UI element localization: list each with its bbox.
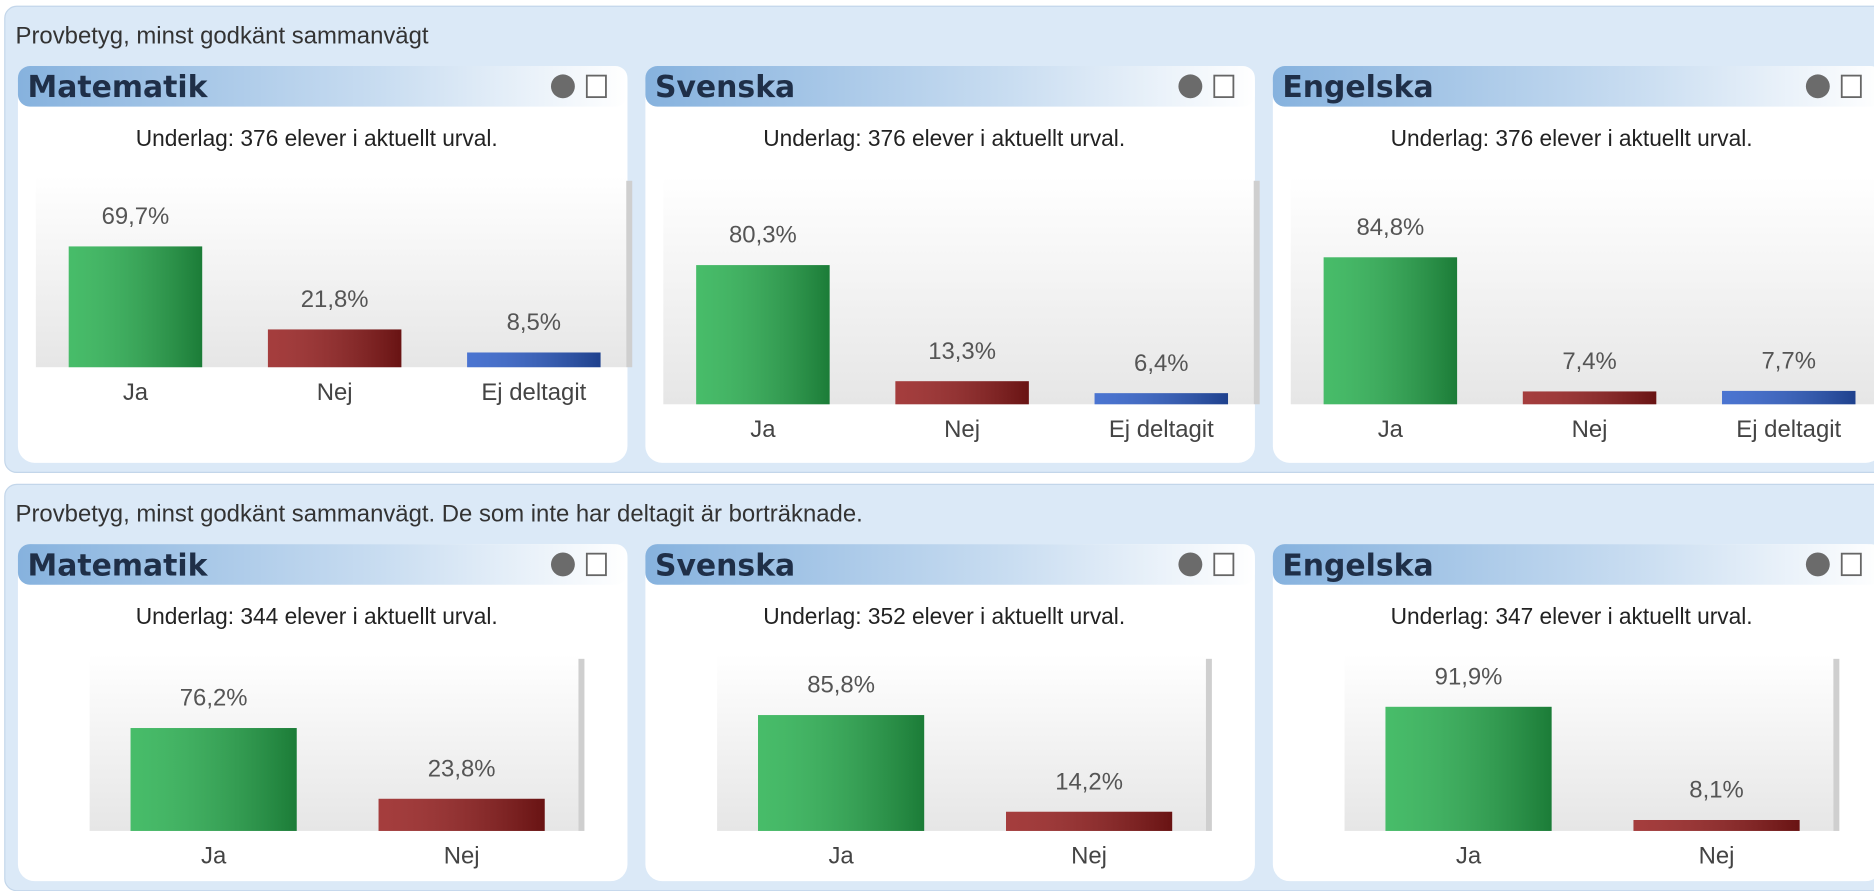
bar-shade: [1722, 390, 1856, 405]
panel-title: Engelska: [1282, 548, 1433, 583]
panel-header: [645, 544, 1255, 585]
plot-shadow: [1205, 658, 1212, 831]
bar-shade: [1006, 811, 1173, 831]
help-icon[interactable]: [1178, 552, 1203, 577]
category-label: Nej: [1071, 843, 1107, 870]
bar-shade: [895, 381, 1029, 405]
section-title: Provbetyg, minst godkänt sammanvägt: [16, 23, 429, 50]
panel-header: [17, 66, 628, 107]
panel-header: [1272, 544, 1874, 585]
bar-shade: [1323, 257, 1458, 405]
panel-subtitle: Underlag: 347 elever i aktuellt urval.: [1391, 603, 1753, 629]
panel-header: [645, 66, 1255, 107]
panel-subtitle: Underlag: 376 elever i aktuellt urval.: [136, 125, 498, 151]
category-label: Nej: [317, 379, 353, 406]
category-label: Nej: [444, 843, 480, 870]
panel-subtitle: Underlag: 376 elever i aktuellt urval.: [763, 125, 1125, 151]
help-icon[interactable]: [550, 74, 575, 99]
value-label: 69,7%: [102, 203, 170, 230]
category-label: Ej deltagit: [481, 379, 586, 406]
category-label: Ej deltagit: [1736, 416, 1841, 443]
value-label: 8,1%: [1689, 777, 1743, 804]
panel-title: Svenska: [655, 70, 795, 105]
maximize-icon[interactable]: [1840, 552, 1862, 577]
category-label: Ja: [1456, 843, 1482, 870]
panel-subtitle: Underlag: 344 elever i aktuellt urval.: [136, 603, 498, 629]
category-label: Ja: [1378, 416, 1404, 443]
plot-shadow: [626, 180, 633, 368]
category-label: Nej: [1572, 416, 1608, 443]
maximize-icon[interactable]: [1213, 552, 1235, 577]
value-label: 7,4%: [1562, 348, 1616, 375]
category-label: Ja: [201, 843, 227, 870]
category-label: Ja: [123, 379, 149, 406]
bar-shade: [1522, 391, 1657, 405]
category-label: Ja: [828, 843, 854, 870]
value-label: 7,7%: [1762, 348, 1816, 375]
value-label: 91,9%: [1435, 663, 1503, 690]
value-label: 8,5%: [507, 309, 561, 336]
value-label: 76,2%: [180, 685, 248, 712]
panel-title: Matematik: [27, 70, 208, 105]
plot-shadow: [1833, 658, 1840, 831]
bar-shade: [696, 265, 830, 405]
plot-shadow: [1253, 180, 1260, 405]
panel-title: Engelska: [1282, 70, 1433, 105]
bar-shade: [68, 246, 203, 368]
bar-shade: [467, 352, 601, 368]
panel-header: [17, 544, 628, 585]
panel-subtitle: Underlag: 376 elever i aktuellt urval.: [1391, 125, 1753, 151]
panel-title: Matematik: [27, 548, 208, 583]
category-label: Ej deltagit: [1109, 416, 1214, 443]
bar-shade: [1094, 393, 1229, 405]
category-label: Nej: [1699, 843, 1735, 870]
bar-shade: [1633, 819, 1800, 831]
value-label: 21,8%: [301, 286, 369, 313]
section-title: Provbetyg, minst godkänt sammanvägt. De …: [16, 501, 863, 528]
maximize-icon[interactable]: [1840, 74, 1862, 99]
bar-shade: [378, 798, 545, 831]
value-label: 13,3%: [928, 338, 996, 365]
value-label: 6,4%: [1134, 350, 1188, 377]
bar-shade: [267, 329, 402, 368]
help-icon[interactable]: [1805, 74, 1830, 99]
panel-title: Svenska: [655, 548, 795, 583]
panel-subtitle: Underlag: 352 elever i aktuellt urval.: [763, 603, 1125, 629]
category-label: Ja: [750, 416, 776, 443]
value-label: 85,8%: [807, 672, 875, 699]
bar-shade: [130, 728, 297, 831]
value-label: 80,3%: [729, 222, 797, 249]
maximize-icon[interactable]: [585, 552, 607, 577]
value-label: 14,2%: [1055, 768, 1123, 795]
help-icon[interactable]: [1805, 552, 1830, 577]
plot-shadow: [578, 658, 585, 831]
help-icon[interactable]: [550, 552, 575, 577]
maximize-icon[interactable]: [585, 74, 607, 99]
value-label: 84,8%: [1356, 214, 1424, 241]
bar-shade: [1385, 706, 1552, 831]
category-label: Nej: [944, 416, 980, 443]
panel-header: [1272, 66, 1874, 107]
maximize-icon[interactable]: [1213, 74, 1235, 99]
help-icon[interactable]: [1178, 74, 1203, 99]
bar-shade: [758, 715, 925, 831]
value-label: 23,8%: [428, 755, 496, 782]
